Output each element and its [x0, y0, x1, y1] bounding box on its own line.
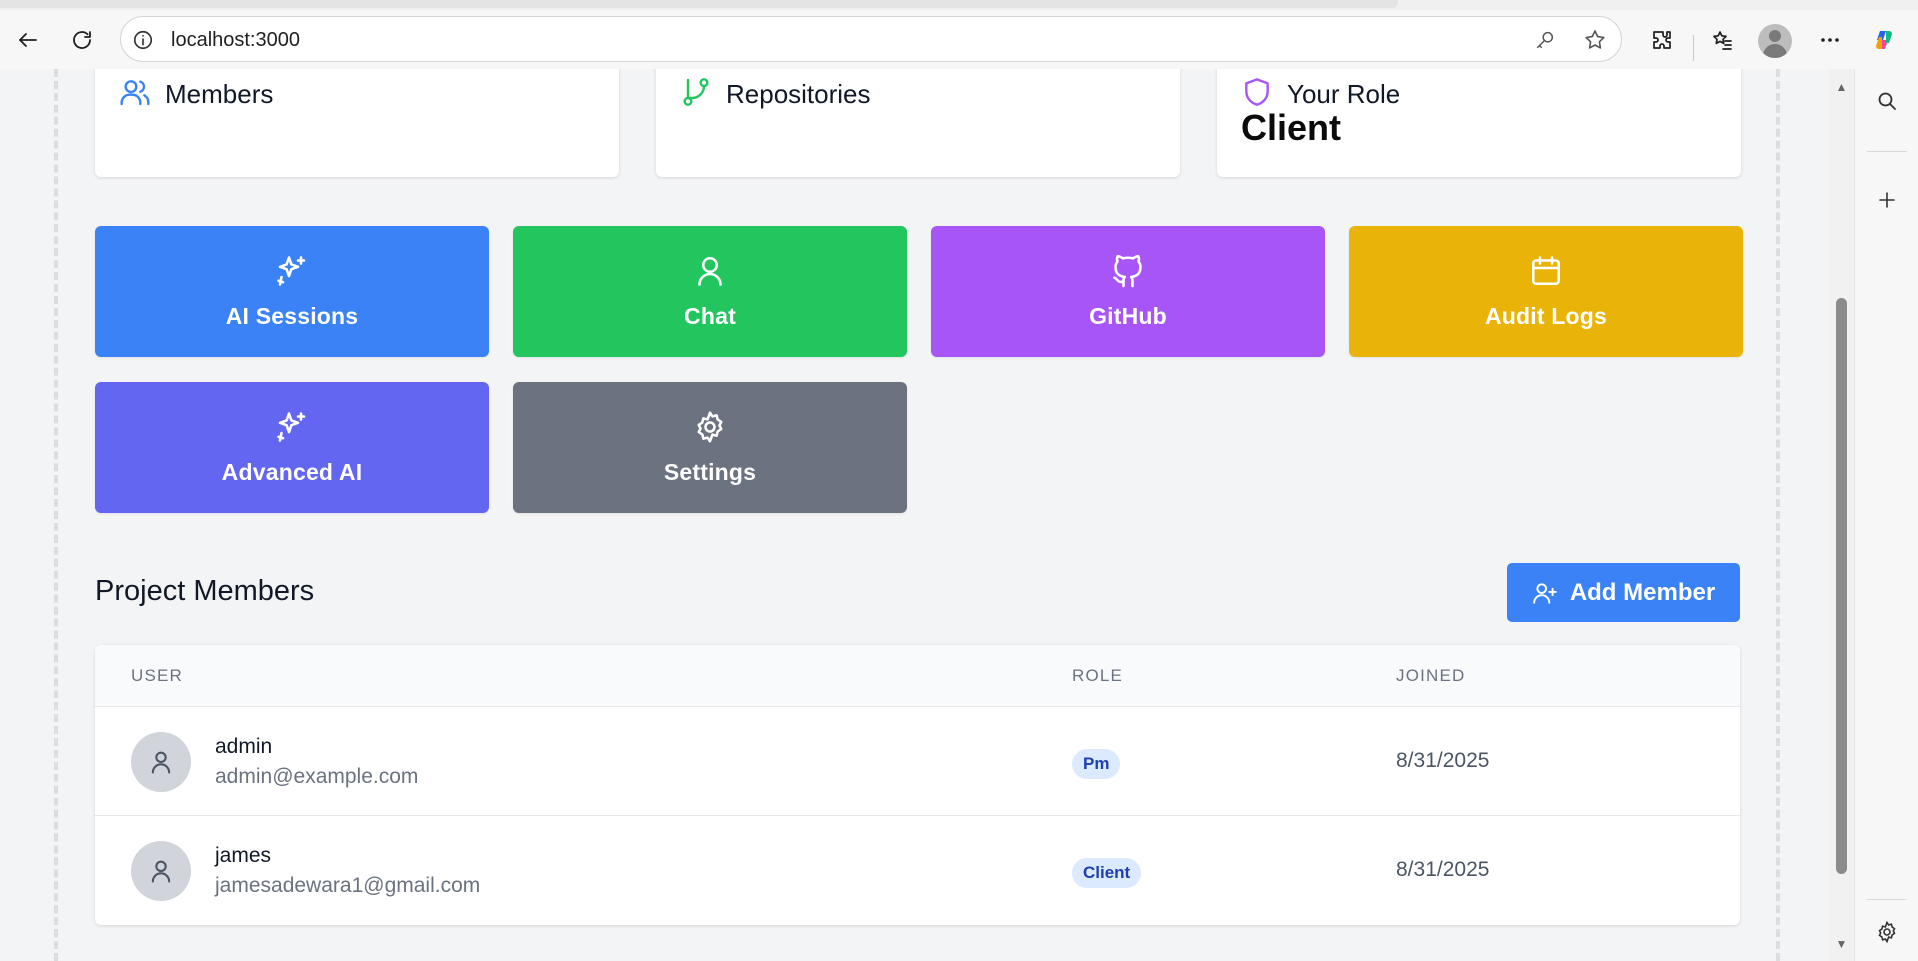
page-viewport: Members Repositories Your Role Client AI…: [0, 69, 1829, 961]
tile-label: Settings: [663, 459, 757, 485]
page-scrollbar[interactable]: ▲ ▼: [1829, 69, 1854, 961]
git-branch-icon: [680, 76, 712, 113]
advanced-ai-button[interactable]: Advanced AI: [95, 382, 489, 513]
user-plus-icon: [1533, 582, 1557, 604]
copilot-icon[interactable]: [1868, 24, 1900, 56]
avatar: [131, 841, 191, 901]
profile-avatar[interactable]: [1758, 24, 1792, 58]
layout-guide-left: [54, 69, 58, 961]
stat-label: Members: [165, 79, 274, 109]
gear-icon[interactable]: [1871, 916, 1903, 948]
more-icon[interactable]: [1814, 24, 1846, 56]
sparkles-icon: [277, 256, 306, 286]
key-icon[interactable]: [1533, 28, 1557, 52]
member-email: admin@example.com: [215, 765, 419, 788]
shield-icon: [1241, 76, 1273, 113]
active-tab[interactable]: [0, 0, 1398, 8]
table-header: USER ROLE JOINED: [95, 645, 1740, 707]
tab-strip: [0, 0, 1918, 10]
tile-label: AI Sessions: [225, 303, 359, 329]
refresh-icon[interactable]: [66, 24, 98, 56]
scroll-up-icon[interactable]: ▲: [1835, 79, 1848, 94]
tile-label: Chat: [684, 303, 736, 329]
stat-label: Your Role: [1287, 79, 1401, 109]
favorites-icon[interactable]: [1706, 24, 1738, 56]
ai-sessions-button[interactable]: AI Sessions: [95, 226, 489, 357]
back-arrow-icon[interactable]: [12, 24, 44, 56]
browser-side-rail: [1854, 69, 1918, 961]
stat-card-members: Members: [95, 69, 619, 177]
stat-card-role: Your Role Client: [1217, 69, 1741, 177]
tile-label: GitHub: [1089, 303, 1167, 329]
rail-separator: [1867, 151, 1907, 152]
calendar-icon: [1531, 256, 1561, 286]
column-header-user: USER: [131, 666, 184, 685]
table-row[interactable]: james jamesadewara1@gmail.com Client 8/3…: [95, 816, 1740, 925]
scroll-thumb[interactable]: [1836, 298, 1847, 874]
audit-logs-button[interactable]: Audit Logs: [1349, 226, 1743, 357]
toolbar-divider: [1693, 35, 1694, 61]
chat-button[interactable]: Chat: [513, 226, 907, 357]
user-icon: [151, 751, 171, 774]
member-name: admin: [215, 735, 273, 758]
joined-date: 8/31/2025: [1396, 858, 1490, 881]
address-bar[interactable]: localhost:3000: [120, 16, 1622, 62]
stat-card-repositories: Repositories: [656, 69, 1180, 177]
role-badge: Pm: [1072, 749, 1121, 779]
stat-label: Repositories: [726, 79, 871, 109]
add-member-button[interactable]: Add Member: [1507, 563, 1740, 622]
url-text[interactable]: localhost:3000: [171, 29, 300, 51]
github-button[interactable]: GitHub: [931, 226, 1325, 357]
column-header-joined: JOINED: [1396, 666, 1466, 685]
user-icon: [151, 860, 171, 883]
rail-separator: [1867, 899, 1907, 900]
plus-icon[interactable]: [1871, 184, 1903, 216]
gear-icon: [697, 411, 723, 443]
role-badge: Client: [1072, 858, 1142, 888]
layout-guide-right: [1776, 69, 1780, 961]
section-title: Project Members: [95, 575, 315, 607]
settings-button[interactable]: Settings: [513, 382, 907, 513]
scroll-down-icon[interactable]: ▼: [1835, 936, 1848, 951]
joined-date: 8/31/2025: [1396, 749, 1490, 772]
tile-label: Advanced AI: [221, 459, 363, 485]
extensions-icon[interactable]: [1646, 24, 1678, 56]
column-header-role: ROLE: [1072, 666, 1124, 685]
sparkles-icon: [277, 412, 306, 442]
member-name: james: [215, 844, 272, 867]
user-icon: [698, 256, 722, 286]
avatar: [131, 732, 191, 792]
tile-label: Audit Logs: [1484, 303, 1608, 329]
members-table: USER ROLE JOINED admin admin@example.com…: [95, 645, 1740, 925]
browser-toolbar: localhost:3000: [0, 10, 1918, 69]
github-icon: [1113, 254, 1142, 288]
member-email: jamesadewara1@gmail.com: [215, 874, 481, 897]
search-icon[interactable]: [1871, 85, 1903, 117]
users-icon: [119, 76, 151, 113]
info-icon[interactable]: [131, 28, 155, 52]
star-icon[interactable]: [1583, 28, 1607, 52]
table-row[interactable]: admin admin@example.com Pm 8/31/2025: [95, 707, 1740, 816]
role-value: Client: [1241, 107, 1342, 148]
add-member-label: Add Member: [1569, 578, 1716, 606]
